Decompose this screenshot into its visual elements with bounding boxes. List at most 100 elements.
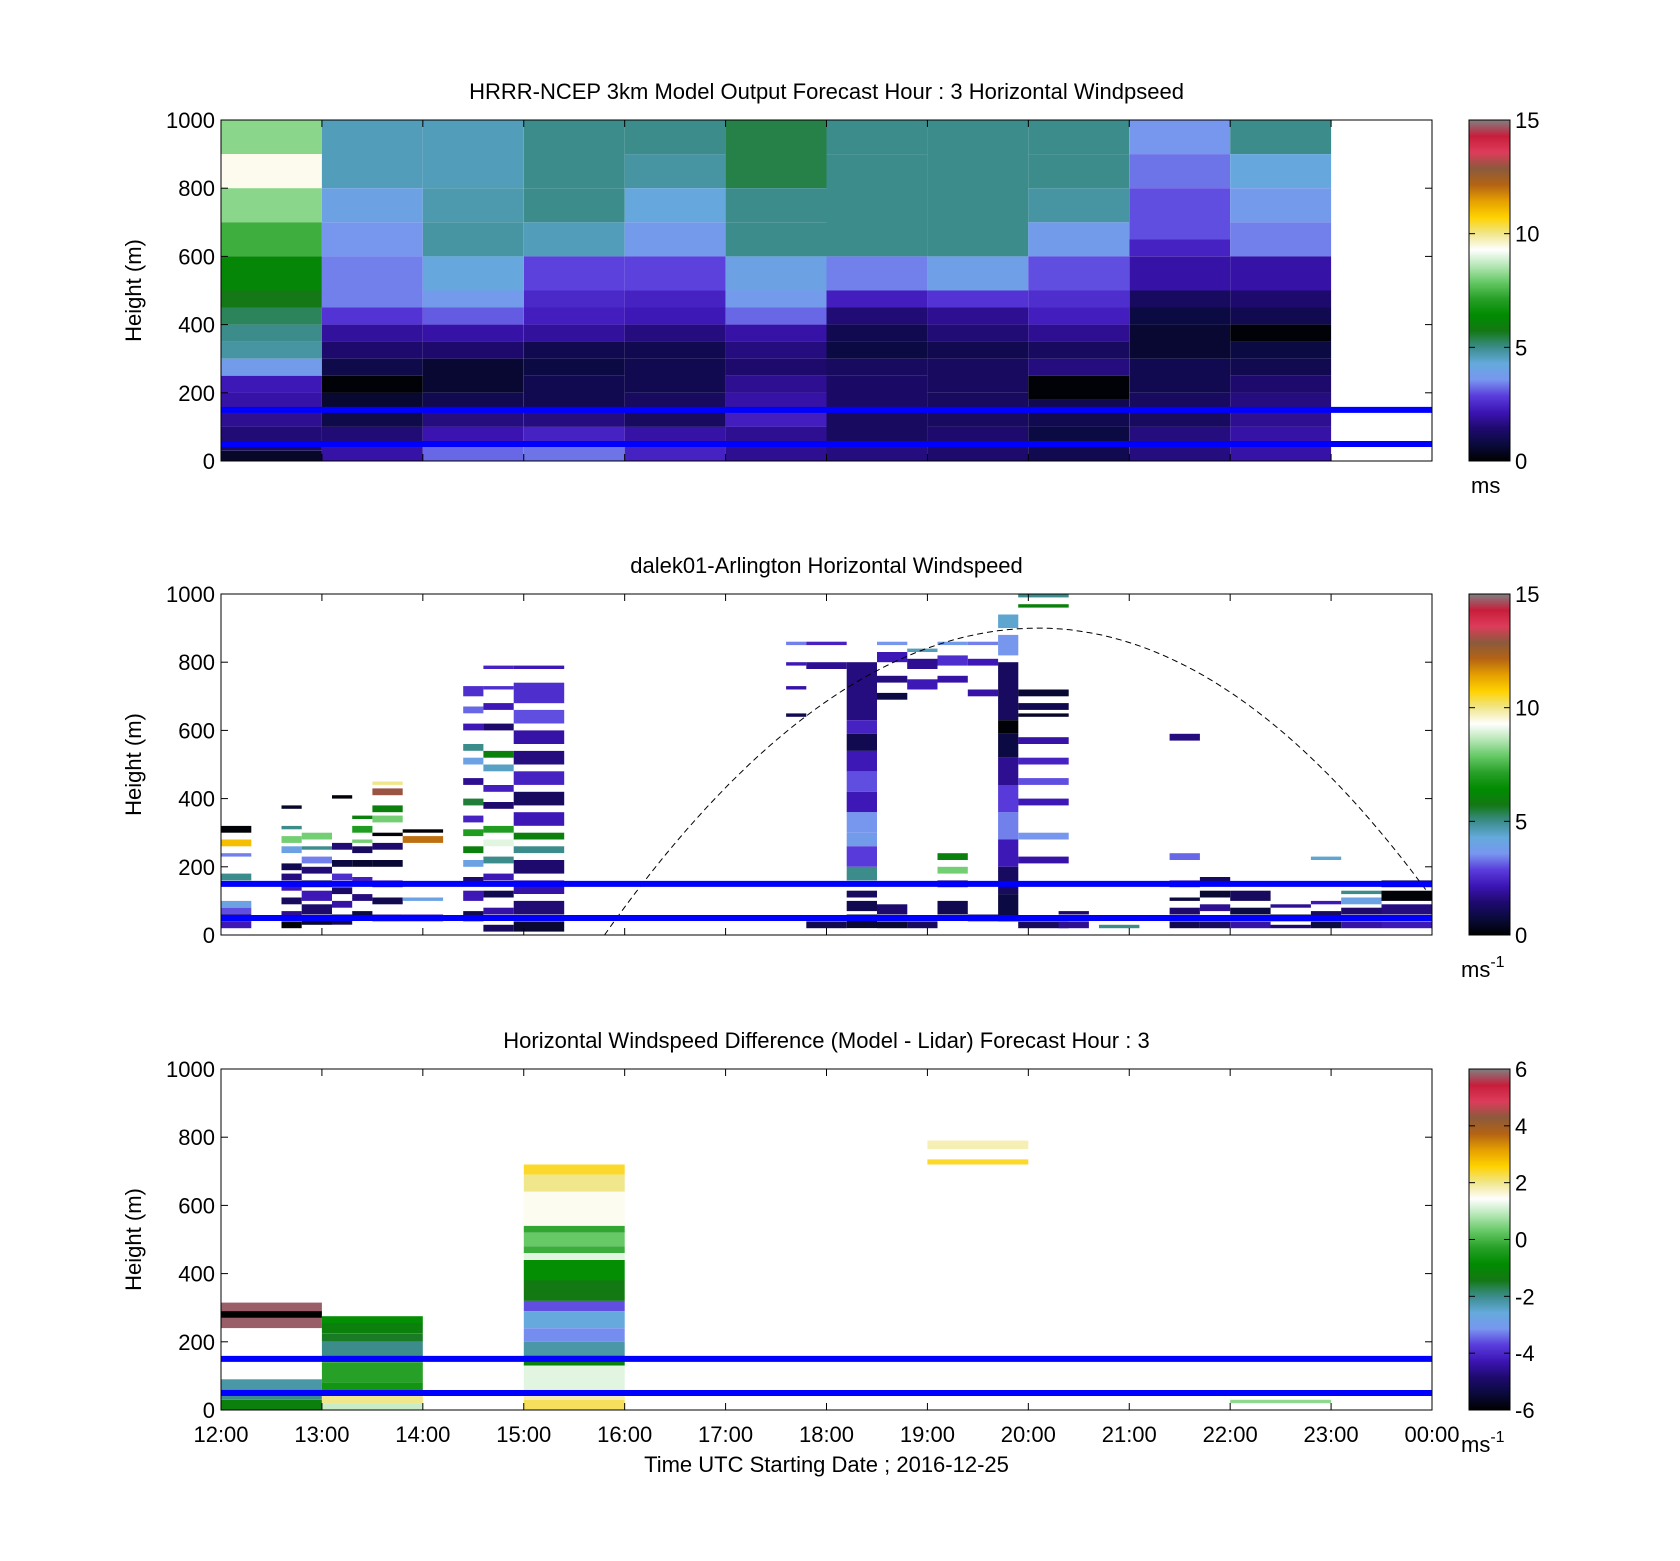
heatmap-cell: [624, 120, 726, 155]
heatmap-cell: [1199, 904, 1231, 912]
heatmap-cell: [1028, 120, 1130, 155]
heatmap-cell: [422, 222, 524, 257]
heatmap-cell: [372, 897, 403, 905]
heatmap-cell: [281, 911, 302, 918]
heatmap-cell: [523, 307, 625, 325]
heatmap-cell: [523, 358, 625, 376]
heatmap-cell: [624, 154, 726, 189]
heatmap-cell: [826, 324, 928, 342]
heatmap-cell: [321, 443, 423, 461]
heatmap-cell: [1230, 120, 1332, 155]
heatmap-cell: [725, 392, 827, 410]
heatmap-cell: [221, 900, 252, 908]
colorbar-unit: ms-1: [1461, 1429, 1505, 1457]
heatmap-cell: [1028, 290, 1130, 308]
heatmap-cell: [523, 1174, 625, 1192]
heatmap-cell: [321, 256, 423, 308]
heatmap-cell: [422, 341, 524, 359]
heatmap-cell: [221, 120, 322, 155]
heatmap-cell: [846, 750, 877, 772]
heatmap-cell: [1230, 222, 1332, 257]
heatmap-cell: [221, 290, 322, 308]
heatmap-cell: [937, 853, 968, 860]
panel-title: dalek01-Arlington Horizontal Windspeed: [630, 553, 1023, 578]
heatmap-cell: [523, 222, 625, 257]
heatmap-cell: [352, 839, 373, 843]
heatmap-cell: [483, 750, 514, 758]
heatmap-cell: [321, 324, 423, 342]
heatmap-cell: [826, 375, 928, 410]
panel-1: 0 200 400 600 800 1000 HRRR-NCEP 3km Model Out…: [121, 79, 1539, 498]
heatmap-cell: [1310, 911, 1342, 918]
colorbar-tick-label: 2: [1515, 1171, 1527, 1196]
heatmap-cell: [725, 409, 827, 427]
heatmap-cell: [483, 907, 514, 915]
heatmap-cell: [483, 686, 514, 690]
heatmap-cell: [846, 771, 877, 792]
heatmap-cell: [463, 860, 484, 867]
x-tick-label: 12:00: [193, 1422, 248, 1447]
heatmap-cell: [806, 921, 847, 929]
heatmap-cell: [826, 307, 928, 325]
heatmap-cell: [1230, 1399, 1332, 1404]
heatmap-cell: [927, 120, 1029, 257]
heatmap-cell: [321, 1341, 423, 1356]
heatmap-cell: [301, 904, 332, 915]
heatmap-cell: [513, 791, 565, 806]
heatmap-cell: [422, 307, 524, 325]
heatmap-cell: [301, 846, 332, 850]
heatmap-cell: [523, 426, 625, 444]
y-tick-label: 0: [203, 923, 215, 948]
panel-2: 0 200 400 600 800 1000 dalek01-Arlington Horiz…: [121, 553, 1539, 982]
heatmap-cell: [463, 706, 484, 714]
heatmap-cell: [402, 836, 444, 843]
heatmap-cell: [281, 897, 302, 905]
heatmap-cell: [1230, 307, 1332, 325]
heatmap-cell: [907, 921, 938, 929]
heatmap-cell: [483, 785, 514, 792]
colorbar-tick-label: -6: [1515, 1398, 1535, 1423]
heatmap-cell: [372, 842, 403, 850]
heatmap-cell: [523, 1341, 625, 1356]
colorbar-tick-label: -2: [1515, 1284, 1535, 1309]
heatmap-cell: [352, 860, 373, 867]
heatmap-cell: [221, 358, 322, 376]
heatmap-cell: [725, 358, 827, 376]
heatmap-cell: [725, 256, 827, 291]
y-tick-label: 600: [178, 1193, 215, 1218]
colorbar-unit-base: ms: [1461, 1432, 1490, 1457]
heatmap-cell: [1028, 154, 1130, 189]
heatmap-cell: [624, 256, 726, 291]
heatmap-cell: [463, 686, 484, 697]
heatmap-cell: [1129, 256, 1231, 291]
heatmap-cell: [1199, 890, 1231, 898]
heatmap-cell: [221, 873, 252, 881]
colorbar-tick-label: 4: [1515, 1114, 1527, 1139]
y-tick-label: 800: [178, 650, 215, 675]
y-tick-label: 400: [178, 313, 215, 338]
heatmap-cell: [332, 860, 353, 867]
heatmap-cell: [463, 798, 484, 806]
heatmap-cell: [321, 1403, 423, 1410]
heatmap-cell: [352, 815, 373, 819]
heatmap-cell: [937, 655, 968, 666]
heatmap-cell: [1310, 856, 1342, 860]
y-tick-label: 400: [178, 1262, 215, 1287]
colorbar-tick-label: 5: [1515, 335, 1527, 360]
heatmap-cell: [1230, 154, 1332, 189]
heatmap-cell: [877, 692, 908, 700]
heatmap-cell: [725, 341, 827, 359]
heatmap-cell: [846, 900, 877, 912]
heatmap-cell: [937, 866, 968, 874]
heatmap-cell: [1028, 358, 1130, 376]
heatmap-cell: [281, 883, 302, 891]
heatmap-cell: [877, 921, 908, 929]
y-tick-label: 200: [178, 855, 215, 880]
y-tick-label: 0: [203, 449, 215, 474]
heatmap-cell: [523, 341, 625, 359]
heatmap-cell: [281, 873, 302, 881]
heatmap-cell: [281, 805, 302, 809]
heatmap-cell: [1129, 120, 1231, 155]
heatmap-cell: [786, 662, 807, 666]
heatmap-cell: [422, 256, 524, 291]
